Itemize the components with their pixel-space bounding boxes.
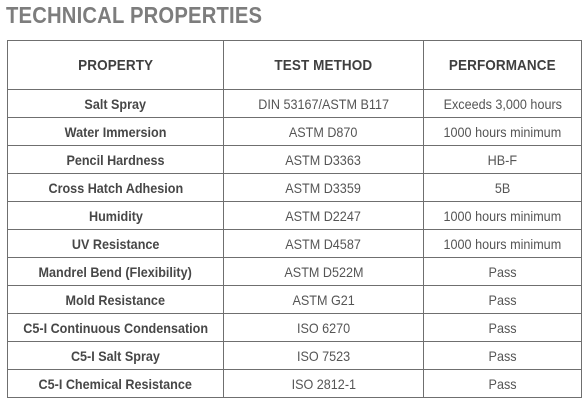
property-cell: Pencil Hardness (7, 145, 224, 174)
property-cell: C5-I Continuous Condensation (7, 313, 224, 342)
test-method-cell: ISO 6270 (223, 313, 424, 342)
column-header-test-method: TEST METHOD (223, 40, 424, 90)
section-title: TECHNICAL PROPERTIES (6, 2, 263, 28)
table-row: C5-I Chemical Resistance ISO 2812-1 Pass (7, 369, 582, 398)
table-row: Water Immersion ASTM D870 1000 hours min… (7, 117, 582, 146)
test-method-cell: ASTM D4587 (223, 229, 424, 258)
table-row: Humidity ASTM D2247 1000 hours minimum (7, 201, 582, 230)
table-row: UV Resistance ASTM D4587 1000 hours mini… (7, 229, 582, 258)
test-method-cell: ASTM G21 (223, 285, 424, 314)
test-method-cell: DIN 53167/ASTM B117 (223, 89, 424, 118)
performance-cell: Pass (423, 285, 582, 314)
property-cell: Salt Spray (7, 89, 224, 118)
test-method-cell: ASTM D870 (223, 117, 424, 146)
table-row: Mold Resistance ASTM G21 Pass (7, 285, 582, 314)
performance-cell: 1000 hours minimum (423, 117, 582, 146)
property-cell: C5-I Chemical Resistance (7, 369, 224, 398)
table-row: C5-I Salt Spray ISO 7523 Pass (7, 341, 582, 370)
performance-cell: 1000 hours minimum (423, 201, 582, 230)
performance-cell: Pass (423, 257, 582, 286)
property-cell: Water Immersion (7, 117, 224, 146)
property-cell: Mold Resistance (7, 285, 224, 314)
performance-cell: 5B (423, 173, 582, 202)
table-row: Pencil Hardness ASTM D3363 HB-F (7, 145, 582, 174)
test-method-cell: ISO 2812-1 (223, 369, 424, 398)
table-header-row: PROPERTY TEST METHOD PERFORMANCE (7, 40, 582, 90)
property-cell: C5-I Salt Spray (7, 341, 224, 370)
technical-properties-table: PROPERTY TEST METHOD PERFORMANCE Salt Sp… (7, 40, 582, 398)
performance-cell: Exceeds 3,000 hours (423, 89, 582, 118)
table-row: C5-I Continuous Condensation ISO 6270 Pa… (7, 313, 582, 342)
table-row: Mandrel Bend (Flexibility) ASTM D522M Pa… (7, 257, 582, 286)
performance-cell: HB-F (423, 145, 582, 174)
property-cell: Cross Hatch Adhesion (7, 173, 224, 202)
test-method-cell: ISO 7523 (223, 341, 424, 370)
test-method-cell: ASTM D2247 (223, 201, 424, 230)
test-method-cell: ASTM D522M (223, 257, 424, 286)
performance-cell: Pass (423, 369, 582, 398)
table-row: Salt Spray DIN 53167/ASTM B117 Exceeds 3… (7, 89, 582, 118)
property-cell: Humidity (7, 201, 224, 230)
performance-cell: Pass (423, 313, 582, 342)
test-method-cell: ASTM D3363 (223, 145, 424, 174)
column-header-property: PROPERTY (7, 40, 224, 90)
column-header-performance: PERFORMANCE (423, 40, 582, 90)
performance-cell: Pass (423, 341, 582, 370)
table-row: Cross Hatch Adhesion ASTM D3359 5B (7, 173, 582, 202)
test-method-cell: ASTM D3359 (223, 173, 424, 202)
property-cell: UV Resistance (7, 229, 224, 258)
performance-cell: 1000 hours minimum (423, 229, 582, 258)
property-cell: Mandrel Bend (Flexibility) (7, 257, 224, 286)
